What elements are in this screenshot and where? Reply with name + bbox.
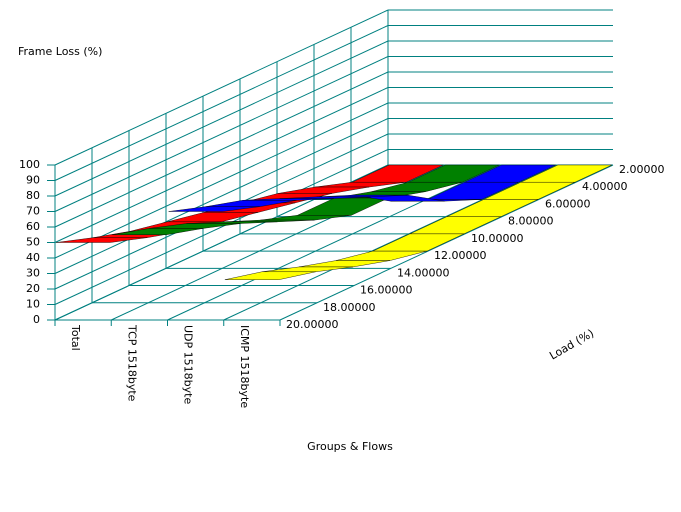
group-label: Total: [69, 324, 82, 351]
x-tick-label: 8.00000: [508, 215, 554, 228]
ribbon-segment: [56, 237, 148, 243]
x-tick-label: 4.00000: [582, 180, 628, 193]
floor-line: [223, 164, 557, 321]
x-tick-label: 18.00000: [323, 301, 376, 314]
y-tick-label: 80: [26, 189, 40, 202]
x-tick-label: 20.00000: [286, 318, 339, 331]
grid-line: [54, 71, 389, 228]
x-tick-label: 12.00000: [434, 249, 487, 262]
grid-line: [54, 149, 389, 305]
grid-line: [54, 56, 389, 212]
y-tick-label: 90: [26, 174, 40, 187]
y-tick-label: 10: [26, 298, 40, 311]
x-axis-title: Load (%): [547, 327, 596, 363]
x-tick-label: 16.00000: [360, 284, 413, 297]
y-tick-label: 70: [26, 205, 40, 218]
grid-line: [54, 118, 389, 274]
grid-line: [54, 40, 389, 197]
grid-line: [54, 9, 389, 166]
grid-line: [54, 87, 389, 243]
ribbon-segment: [168, 206, 260, 212]
x-tick-label: 14.00000: [397, 266, 450, 279]
ribbon-segment: [223, 219, 315, 223]
group-label: ICMP 1518byte: [238, 325, 251, 408]
ribbon-segment: [278, 186, 370, 194]
y-tick-label: 50: [26, 236, 40, 249]
y-tick-label: 60: [26, 220, 40, 233]
grid-line: [54, 25, 389, 181]
group-label: UDP 1518byte: [182, 325, 195, 404]
floor-line: [279, 164, 614, 321]
x-tick-label: 2.00000: [619, 163, 665, 176]
ribbon-segment: [112, 228, 204, 235]
ribbon-segment: [298, 260, 390, 268]
grid-line: [54, 102, 389, 259]
x-tick-label: 10.00000: [471, 232, 524, 245]
group-axis-title: Groups & Flows: [307, 440, 393, 453]
y-tick-label: 100: [19, 158, 40, 171]
floor-line: [167, 164, 501, 321]
group-label: TCP 1518byte: [125, 324, 138, 402]
ribbon-segment: [335, 250, 427, 261]
y-axis-title: Frame Loss (%): [18, 45, 102, 58]
y-tick-label: 40: [26, 251, 40, 264]
ribbon-segment: [167, 212, 259, 223]
y-tick-label: 30: [26, 267, 40, 280]
ribbon-segment: [224, 271, 316, 280]
y-tick-label: 20: [26, 282, 40, 295]
x-tick-label: 6.00000: [545, 197, 591, 210]
y-tick-label: 0: [33, 313, 40, 326]
